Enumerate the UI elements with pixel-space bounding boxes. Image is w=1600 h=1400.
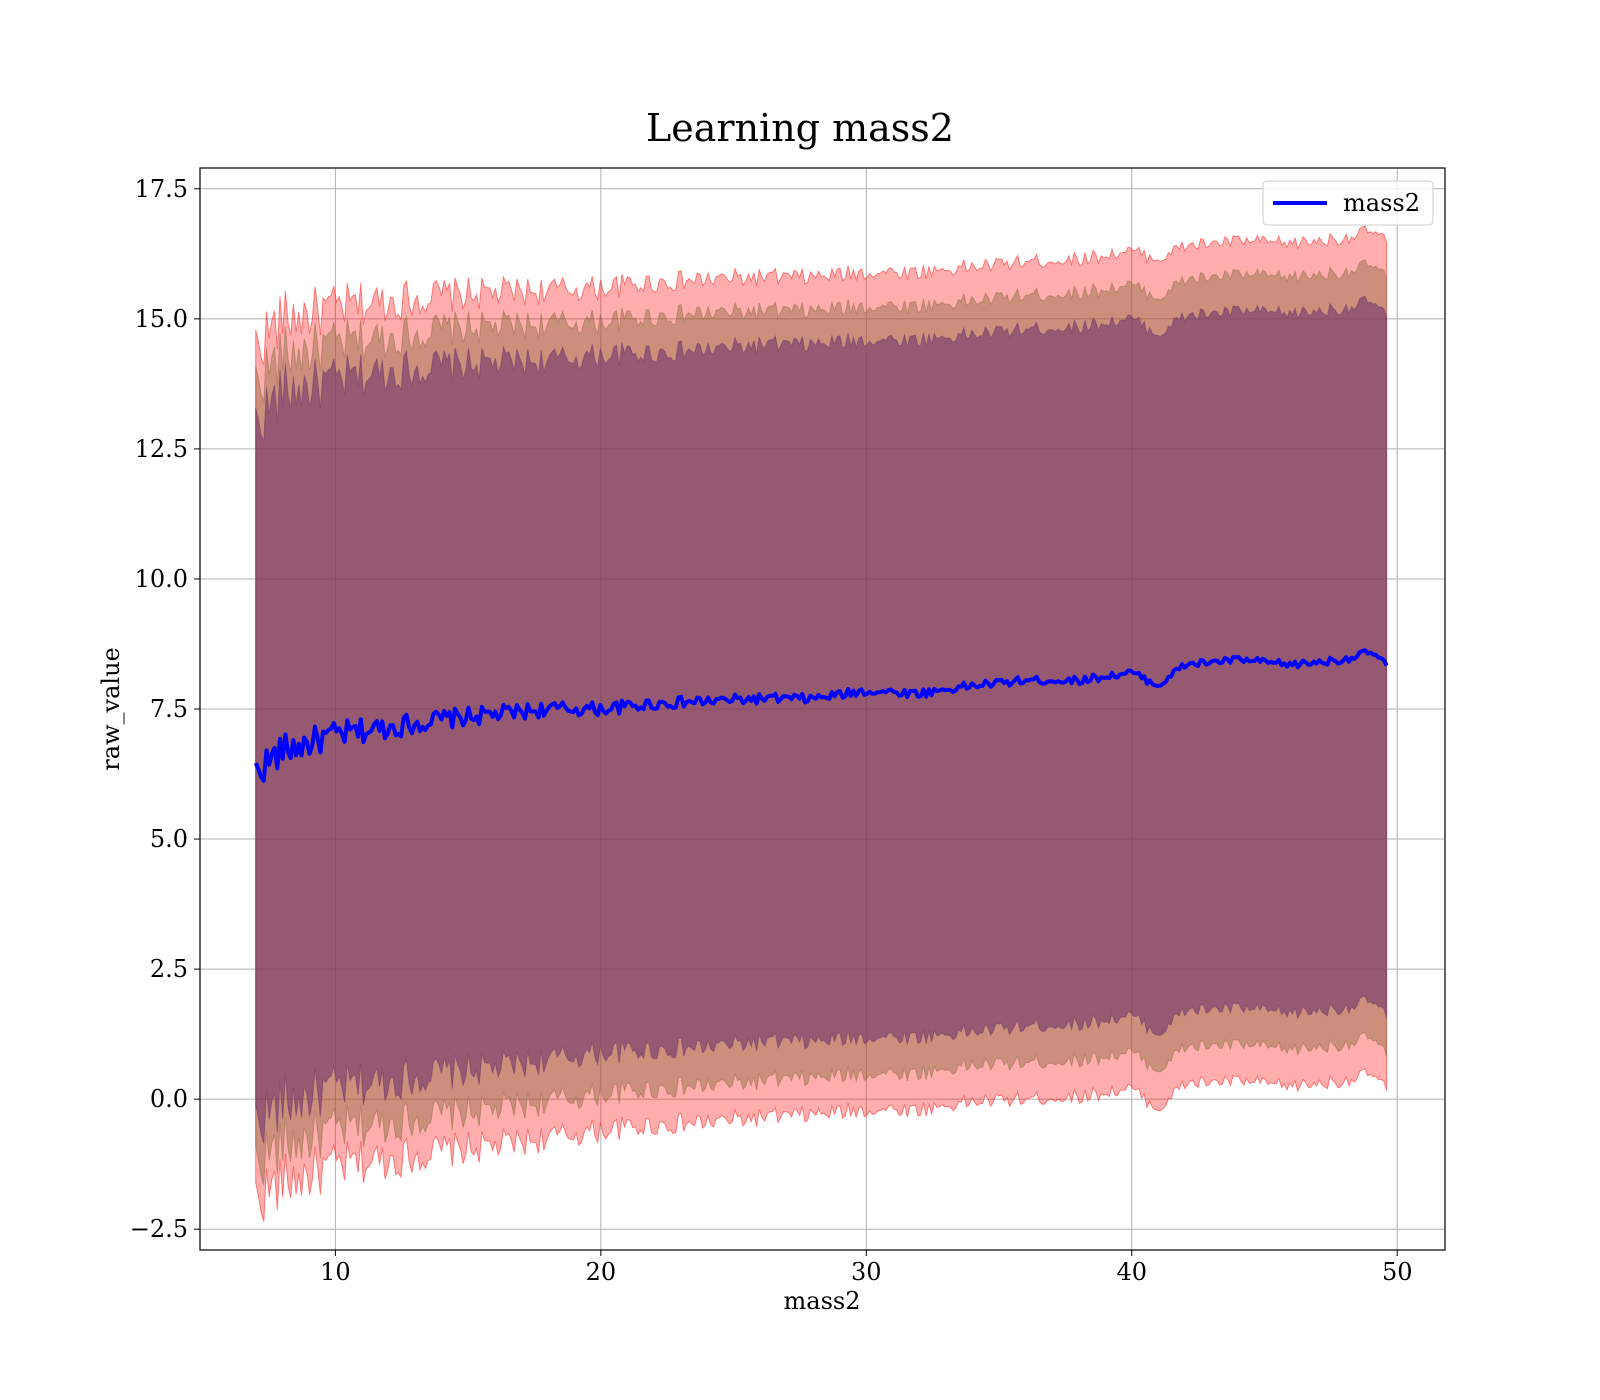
- band-inner: [255, 295, 1388, 1144]
- y-axis-label: raw_value: [97, 647, 125, 771]
- x-tick-label-2: 30: [851, 1258, 882, 1286]
- x-axis-ticks: 10 20 30 40 50: [320, 1250, 1412, 1286]
- x-axis-label: mass2: [784, 1287, 861, 1315]
- mean-line-layer: [253, 648, 1389, 783]
- y-tick-label-3: 5.0: [150, 825, 188, 853]
- y-tick-label-2: 2.5: [150, 955, 188, 983]
- series-mass2-line: [253, 648, 1389, 783]
- x-tick-label-3: 40: [1116, 1258, 1147, 1286]
- y-tick-label-8: 17.5: [135, 175, 188, 203]
- y-tick-label-4: 7.5: [150, 695, 188, 723]
- y-tick-label-7: 15.0: [135, 305, 188, 333]
- x-tick-label-0: 10: [320, 1258, 351, 1286]
- legend-label: mass2: [1343, 189, 1420, 217]
- y-tick-label-0: −2.5: [130, 1215, 188, 1243]
- confidence-bands: [255, 225, 1388, 1222]
- chart-title: Learning mass2: [646, 106, 954, 150]
- y-axis-ticks: −2.5 0.0 2.5 5.0 7.5 10.0 12.5 15.0 17.5: [130, 175, 200, 1243]
- x-tick-label-4: 50: [1382, 1258, 1413, 1286]
- legend-box: [1262, 180, 1434, 226]
- x-tick-label-1: 20: [586, 1258, 617, 1286]
- y-tick-label-5: 10.0: [135, 565, 188, 593]
- y-tick-label-6: 12.5: [135, 435, 188, 463]
- y-tick-label-1: 0.0: [150, 1085, 188, 1113]
- legend: mass2: [1262, 180, 1434, 226]
